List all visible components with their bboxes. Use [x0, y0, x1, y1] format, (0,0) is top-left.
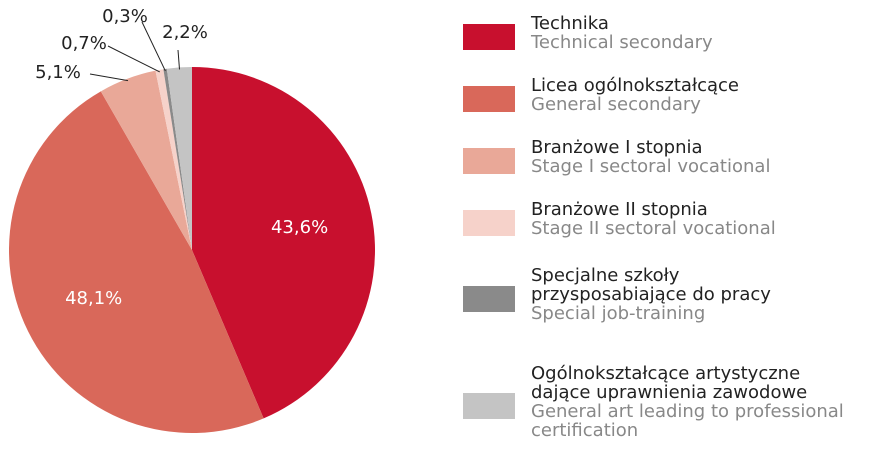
leader-line — [107, 45, 160, 73]
value-label: 5,1% — [35, 62, 81, 83]
value-label: 43,6% — [271, 217, 328, 238]
legend-text: Technika Technical secondary — [531, 14, 881, 52]
legend-swatch — [463, 24, 515, 50]
leader-line — [177, 49, 180, 70]
pie-slice — [166, 67, 192, 250]
pie-slice — [192, 67, 376, 419]
legend-text: Licea ogólnokształcące General secondary — [531, 76, 881, 114]
legend-text: Branżowe II stopnia Stage II sectoral voc… — [531, 200, 881, 238]
leader-line — [89, 73, 129, 82]
pie-slice — [100, 70, 192, 250]
legend-text: Specjalne szkoły przysposabiające do pra… — [531, 266, 881, 323]
legend-label: Specjalne szkoły przysposabiające do pra… — [531, 265, 771, 305]
value-label: 0,7% — [61, 33, 107, 54]
legend-label: Branżowe II stopnia — [531, 199, 708, 220]
pie-chart: 43,6% 48,1% 5,1% 0,7% 0,3% 2,2% — [8, 6, 376, 434]
pie-slice — [155, 69, 192, 250]
legend-text: Branżowe I stopnia Stage I sectoral vocat… — [531, 138, 881, 176]
legend-label: Ogólnokształcące artystyczne dające upra… — [531, 363, 808, 403]
legend-swatch — [463, 285, 515, 312]
legend-label: Branżowe I stopnia — [531, 137, 703, 158]
pie-slice — [8, 91, 264, 434]
legend-label-en: Special job-training — [531, 303, 706, 324]
legend-swatch — [463, 148, 515, 174]
value-label: 0,3% — [102, 6, 148, 27]
legend-label-en: General secondary — [531, 94, 701, 115]
legend-label-en: Stage II sectoral vocational — [531, 218, 776, 239]
leader-line — [141, 21, 166, 72]
value-label: 48,1% — [65, 288, 122, 309]
legend-label: Technika — [531, 13, 609, 34]
legend-swatch — [463, 210, 515, 236]
legend-swatch — [463, 393, 515, 419]
legend-label: Licea ogólnokształcące — [531, 75, 739, 96]
pie-slice — [163, 68, 192, 250]
legend-swatch — [463, 86, 515, 112]
legend-text: Ogólnokształcące artystyczne dające upra… — [531, 364, 861, 440]
legend-label-en: Technical secondary — [531, 32, 713, 53]
legend-label-en: General art leading to professional cert… — [531, 401, 844, 441]
value-label: 2,2% — [162, 22, 208, 43]
legend-label-en: Stage I sectoral vocational — [531, 156, 771, 177]
